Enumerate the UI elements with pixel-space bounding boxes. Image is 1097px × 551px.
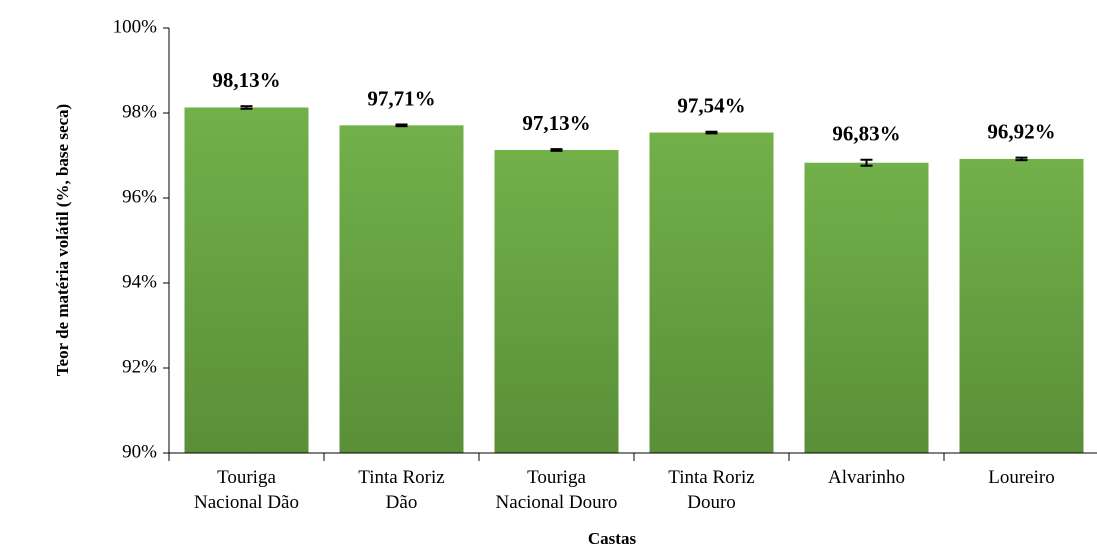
- x-tick-label-line: Dão: [386, 492, 418, 513]
- y-tick-label: 90%: [122, 441, 157, 462]
- x-tick-label: Touriga Nacional Douro: [496, 467, 618, 513]
- y-tick-label: 96%: [122, 186, 157, 207]
- x-tick-label-line: Tinta Roriz: [358, 467, 444, 488]
- x-tick-label-line: Touriga: [217, 467, 276, 488]
- x-tick-label: Loureiro: [988, 467, 1054, 488]
- y-tick-label: 94%: [122, 271, 157, 292]
- x-tick-label: Alvarinho: [828, 467, 905, 488]
- value-label: 98,13%: [212, 68, 280, 92]
- x-tick-label-line: Alvarinho: [828, 467, 905, 488]
- bar: [339, 125, 464, 453]
- x-tick-label-line: Tinta Roriz: [668, 467, 754, 488]
- bar: [494, 149, 619, 453]
- value-label: 97,13%: [522, 111, 590, 135]
- bar: [649, 132, 774, 454]
- x-axis-label: Castas: [588, 529, 637, 548]
- value-label: 96,83%: [832, 122, 900, 146]
- value-label: 97,71%: [367, 86, 435, 110]
- x-tick-label-line: Nacional Dão: [194, 492, 299, 513]
- x-tick-label-line: Touriga: [527, 467, 586, 488]
- value-label: 96,92%: [987, 119, 1055, 143]
- x-tick-label-line: Nacional Douro: [496, 492, 618, 513]
- y-tick-label: 98%: [122, 101, 157, 122]
- x-tick-label-line: Loureiro: [988, 467, 1054, 488]
- bar: [184, 107, 309, 453]
- x-tick-label: Tinta Roriz Dão: [358, 467, 444, 513]
- y-tick-label: 92%: [122, 356, 157, 377]
- bar: [959, 158, 1084, 453]
- bar: [804, 162, 929, 453]
- value-label: 97,54%: [677, 94, 745, 118]
- x-tick-label: Tinta Roriz Douro: [668, 467, 754, 513]
- x-tick-label: Touriga Nacional Dão: [194, 467, 299, 513]
- y-axis-label: Teor de matéria volátil (%, base seca): [53, 104, 72, 376]
- x-tick-label-line: Douro: [687, 492, 736, 513]
- y-tick-label: 100%: [113, 16, 158, 37]
